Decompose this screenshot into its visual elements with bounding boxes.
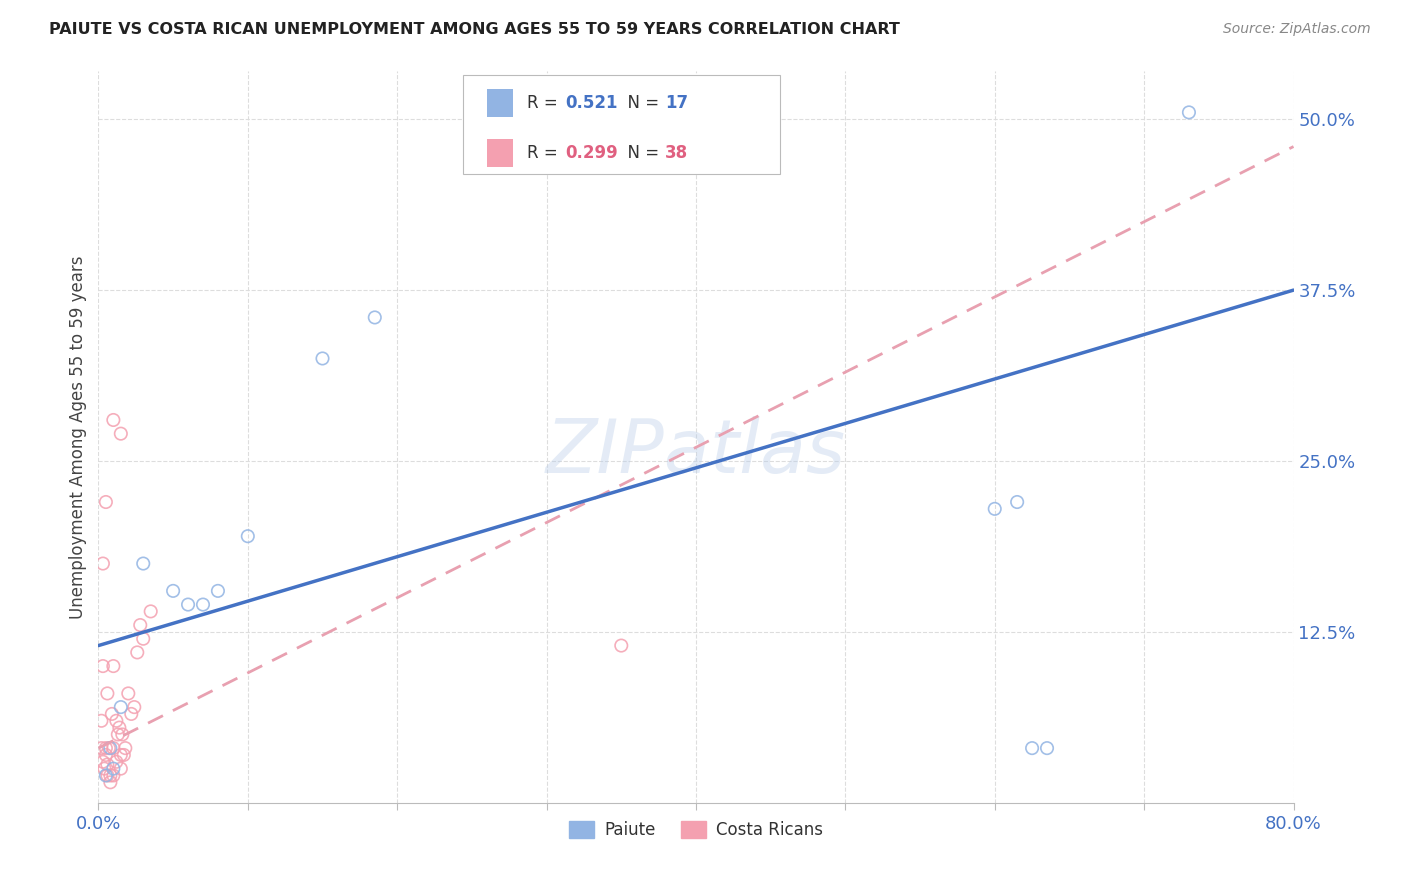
- Point: [1005, 495, 1028, 509]
- Point: [90, 714, 112, 728]
- Point: [105, 755, 128, 769]
- Point: [191, 598, 214, 612]
- Point: [91, 755, 114, 769]
- Text: N =: N =: [617, 145, 665, 162]
- FancyBboxPatch shape: [463, 75, 780, 174]
- Point: [91, 557, 114, 571]
- Point: [127, 645, 149, 659]
- Point: [98, 741, 122, 756]
- Point: [96, 768, 118, 782]
- Point: [103, 741, 125, 756]
- Point: [105, 714, 128, 728]
- Point: [132, 632, 155, 646]
- Text: R =: R =: [527, 94, 564, 112]
- Point: [162, 583, 184, 598]
- Point: [177, 598, 200, 612]
- Point: [124, 700, 146, 714]
- Point: [96, 686, 118, 700]
- Point: [103, 762, 125, 776]
- Point: [93, 762, 115, 776]
- Text: 0.299: 0.299: [565, 145, 619, 162]
- Point: [110, 747, 132, 762]
- Point: [1036, 741, 1059, 756]
- Point: [98, 768, 122, 782]
- Text: N =: N =: [617, 94, 665, 112]
- Text: 17: 17: [665, 94, 688, 112]
- Point: [94, 495, 117, 509]
- Point: [103, 413, 125, 427]
- Point: [96, 757, 118, 772]
- Y-axis label: Unemployment Among Ages 55 to 59 years: Unemployment Among Ages 55 to 59 years: [69, 255, 87, 619]
- Point: [103, 659, 125, 673]
- Point: [112, 747, 135, 762]
- Point: [120, 706, 142, 721]
- Point: [110, 426, 132, 441]
- Text: Source: ZipAtlas.com: Source: ZipAtlas.com: [1223, 22, 1371, 37]
- Bar: [486, 89, 513, 117]
- Point: [110, 762, 132, 776]
- Point: [107, 727, 129, 741]
- Point: [311, 351, 333, 366]
- Point: [610, 639, 633, 653]
- Point: [984, 501, 1007, 516]
- Point: [117, 686, 139, 700]
- Text: 38: 38: [665, 145, 688, 162]
- Point: [139, 604, 162, 618]
- Point: [91, 659, 114, 673]
- Point: [108, 721, 131, 735]
- Point: [94, 741, 117, 756]
- Point: [97, 741, 120, 756]
- Text: R =: R =: [527, 145, 564, 162]
- Point: [236, 529, 259, 543]
- Text: 0.521: 0.521: [565, 94, 619, 112]
- Point: [101, 706, 124, 721]
- Point: [132, 557, 155, 571]
- Text: ZIPatlas: ZIPatlas: [546, 416, 846, 488]
- Point: [94, 747, 117, 762]
- Legend: Paiute, Costa Ricans: Paiute, Costa Ricans: [562, 814, 830, 846]
- Point: [1178, 105, 1201, 120]
- Point: [364, 310, 387, 325]
- Point: [98, 775, 122, 789]
- Point: [207, 583, 229, 598]
- Point: [1021, 741, 1043, 756]
- Text: PAIUTE VS COSTA RICAN UNEMPLOYMENT AMONG AGES 55 TO 59 YEARS CORRELATION CHART: PAIUTE VS COSTA RICAN UNEMPLOYMENT AMONG…: [49, 22, 900, 37]
- Bar: [486, 139, 513, 167]
- Point: [114, 741, 136, 756]
- Point: [103, 768, 125, 782]
- Point: [94, 768, 117, 782]
- Point: [111, 727, 134, 741]
- Point: [90, 741, 112, 756]
- Point: [110, 700, 132, 714]
- Point: [129, 618, 152, 632]
